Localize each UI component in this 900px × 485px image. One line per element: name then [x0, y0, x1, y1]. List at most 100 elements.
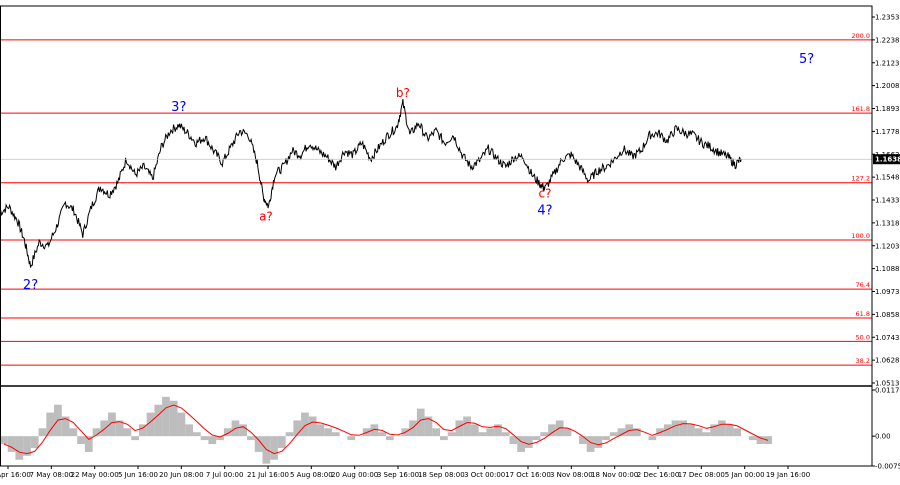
histogram-bar — [424, 416, 433, 437]
wave-label: a? — [259, 209, 273, 223]
histogram-bar — [30, 436, 39, 448]
time-tick-label: 21 Jul 16:00 — [247, 471, 289, 479]
histogram-bar — [432, 428, 441, 437]
fib-levels-layer: 200.0 161.8 127.2 100.0 76.4 61.8 50.0 38.2 — [0, 32, 872, 366]
indicator-tick-label: 0.01174 — [875, 387, 900, 395]
histogram-bar — [38, 428, 47, 437]
time-tick-label: 20 Aug 00:00 — [331, 471, 378, 479]
histogram-bar — [370, 424, 379, 437]
histogram-bar — [648, 436, 657, 441]
histogram-bar — [193, 432, 201, 437]
fib-label: 200.0 — [851, 32, 870, 40]
histogram-bar — [347, 436, 356, 441]
price-tick-label: 1.1778 — [875, 128, 900, 136]
histogram-bar — [579, 436, 587, 445]
time-tick-label: 3 Sep 16:00 — [377, 471, 419, 479]
time-tick-label: 2 Dec 16:00 — [637, 471, 680, 479]
histogram-bar — [301, 412, 309, 437]
signal-line — [3, 404, 769, 455]
time-tick-label: 23 Apr 16:00 — [0, 471, 31, 479]
histogram-bar — [146, 412, 155, 437]
histogram-bar — [254, 436, 263, 452]
histogram-bar — [679, 420, 688, 437]
histogram-bar — [617, 428, 626, 437]
wave-label: 5? — [799, 52, 814, 67]
plot-frame — [0, 5, 873, 467]
histogram-bar — [463, 416, 471, 437]
time-tick-label: 7 May 08:00 — [30, 471, 74, 479]
time-tick-label: 3 Oct 00:00 — [464, 471, 505, 479]
histogram-bar — [247, 436, 255, 441]
histogram-bar — [239, 424, 248, 437]
time-tick-label: 7 Jul 00:00 — [206, 471, 244, 479]
fib-label: 127.2 — [851, 175, 870, 183]
histogram-bar — [478, 432, 487, 437]
fib-label: 38.2 — [856, 357, 870, 365]
histogram-bar — [594, 436, 603, 448]
indicator-tick-label: 0.00 — [875, 433, 891, 441]
fib-label: 161.8 — [851, 105, 870, 113]
histogram-bar — [0, 436, 8, 445]
histogram-bar — [470, 424, 479, 437]
histogram-bar — [154, 404, 163, 437]
price-tick-label: 1.1433 — [875, 197, 900, 205]
wave-label: c? — [539, 187, 552, 201]
price-tick-label: 1.0858 — [875, 311, 900, 319]
price-tick-label: 1.0743 — [875, 334, 900, 342]
time-tick-label: 5 Jun 16:00 — [118, 471, 158, 479]
histogram-bar — [293, 420, 302, 437]
histogram-bar — [123, 428, 132, 437]
histogram-bar — [270, 436, 278, 460]
histogram-bar — [501, 432, 510, 437]
histogram-bar — [447, 432, 456, 437]
histogram-bar — [671, 420, 680, 437]
time-tick-label: 22 May 00:00 — [71, 471, 119, 479]
indicator-layer — [0, 396, 772, 464]
histogram-bar — [609, 432, 618, 437]
current-price-label: 1.1638 — [875, 156, 900, 164]
histogram-bar — [440, 436, 448, 441]
price-tick-label: 1.0628 — [875, 357, 900, 365]
histogram-bar — [216, 436, 224, 441]
histogram-bar — [23, 436, 31, 456]
histogram-bar — [84, 436, 93, 452]
time-tick-label: 18 Sep 08:00 — [418, 471, 465, 479]
price-tick-label: 1.2123 — [875, 59, 900, 67]
histogram-bar — [15, 436, 24, 460]
wave-label: b? — [396, 86, 410, 100]
histogram-bar — [663, 424, 672, 437]
histogram-bar — [378, 432, 386, 437]
price-tick-label: 1.0973 — [875, 288, 900, 296]
histogram-bar — [316, 424, 325, 437]
histogram-bar — [725, 424, 734, 437]
wave-label: 2? — [23, 278, 38, 293]
price-tick-label: 1.1203 — [875, 242, 900, 250]
histogram-bar — [138, 424, 147, 437]
histogram-bar — [409, 420, 417, 437]
histogram-bar — [308, 416, 317, 437]
histogram-bar — [540, 432, 549, 437]
price-tick-label: 1.1893 — [875, 105, 900, 113]
histogram-bar — [602, 436, 610, 441]
price-tick-label: 1.1318 — [875, 219, 900, 227]
time-tick-label: 18 Nov 00:00 — [591, 471, 638, 479]
histogram-bar — [710, 424, 718, 437]
wave-labels-layer: 2? 3? a? b? c? 4? 5? — [23, 52, 814, 293]
histogram-bar — [200, 436, 209, 441]
fib-label: 76.4 — [856, 281, 870, 289]
price-line — [0, 99, 742, 268]
histogram-bar — [324, 428, 332, 437]
indicator-tick-label: -0.00759 — [875, 463, 900, 471]
price-series-layer — [0, 99, 872, 268]
histogram-bar — [586, 436, 595, 452]
histogram-bar — [532, 436, 541, 441]
price-tick-label: 1.2008 — [875, 82, 900, 90]
wave-label: 4? — [537, 204, 552, 219]
histogram-bar — [46, 412, 55, 437]
histogram-bar — [92, 428, 101, 437]
histogram-bar — [61, 416, 70, 437]
wave-label: 3? — [171, 100, 186, 115]
histogram-bar — [733, 428, 742, 437]
histogram-bar — [100, 420, 109, 437]
